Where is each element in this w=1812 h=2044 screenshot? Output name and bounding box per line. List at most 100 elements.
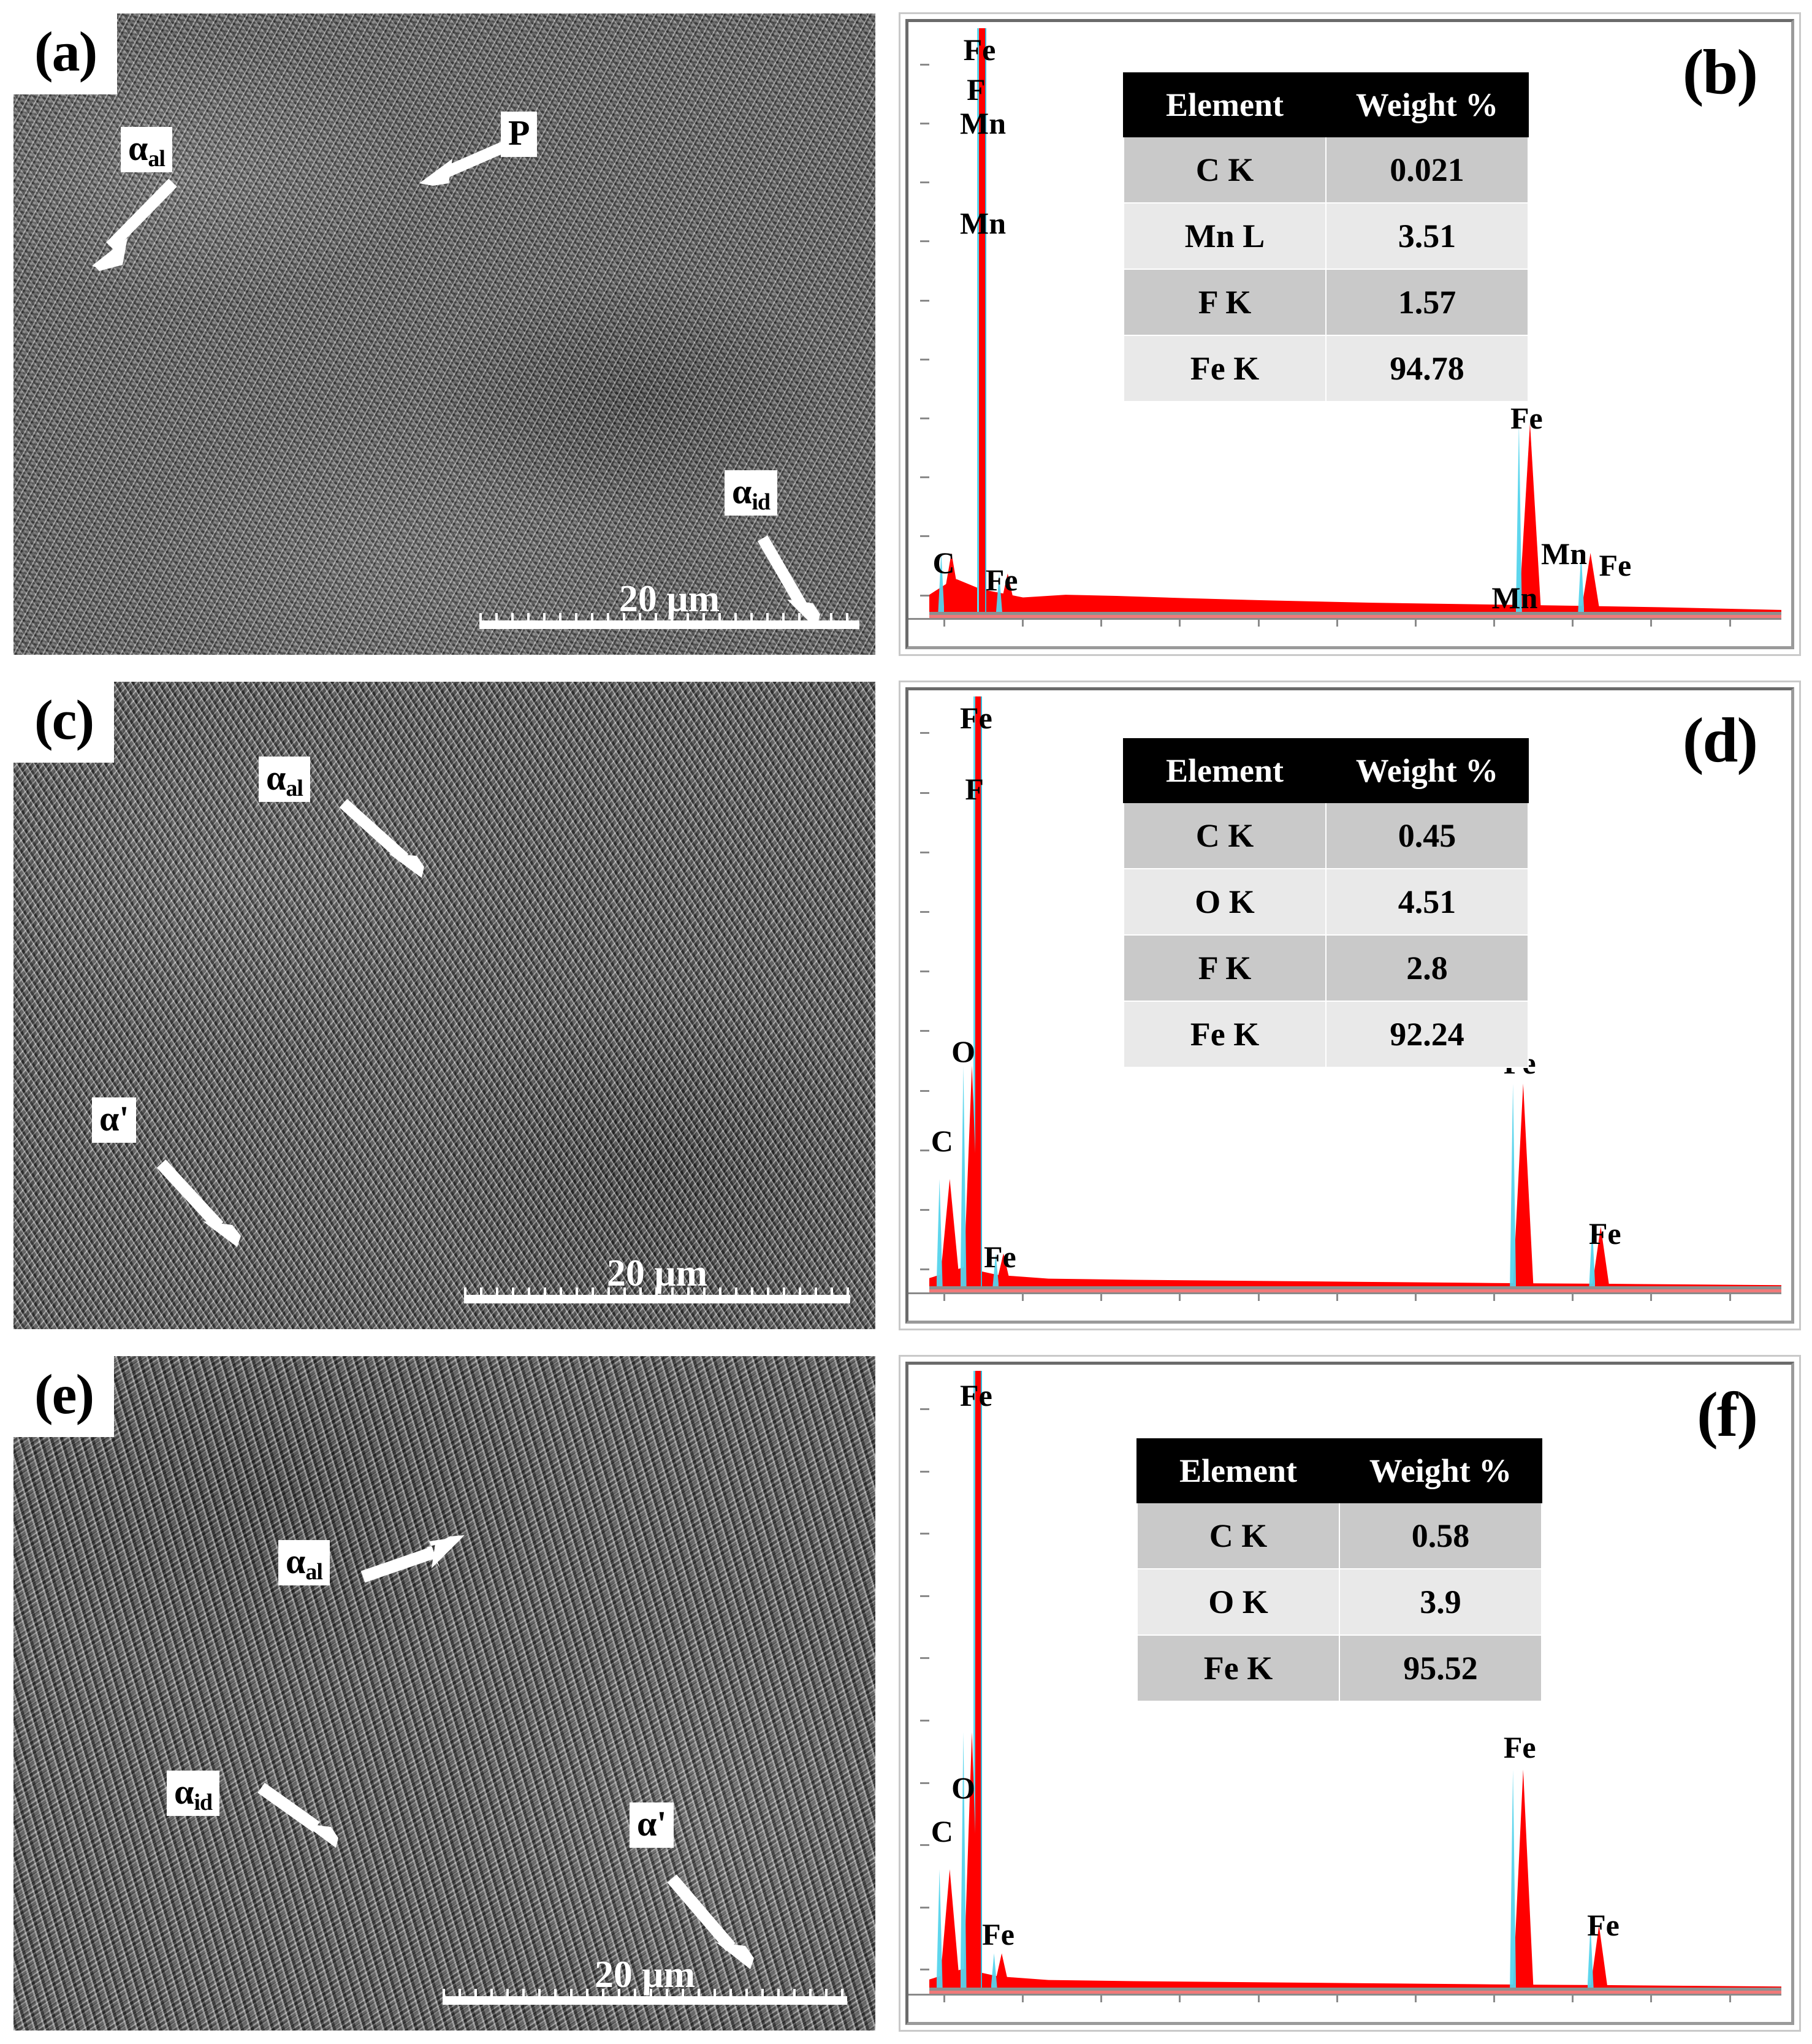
scale-bar-line bbox=[479, 613, 859, 629]
peak-c-f bbox=[940, 1869, 960, 1988]
micrograph-texture-c bbox=[13, 682, 875, 1329]
annotation-sub: id bbox=[752, 489, 771, 515]
cell-weight: 92.24 bbox=[1325, 1001, 1529, 1068]
scale-bar-c: 20 μm bbox=[464, 1254, 850, 1303]
table-row: F K 2.8 bbox=[1123, 934, 1529, 1002]
panel-d-cell: (d) Fe F bbox=[889, 668, 1812, 1343]
table-header-row: Element Weight % bbox=[1123, 72, 1529, 137]
annotation-alpha-id-a: αid bbox=[725, 470, 778, 516]
annotation-alpha-al-a: αal bbox=[121, 127, 172, 172]
peak-label-fe-3-b: Fe bbox=[1510, 400, 1543, 435]
micrograph-texture-e bbox=[13, 1356, 875, 2031]
panel-label-e: (e) bbox=[13, 1356, 115, 1437]
panel-b-cell: (b) Fe bbox=[889, 0, 1812, 668]
eds-frame-f: (f) Fe C bbox=[899, 1355, 1801, 2032]
baseline-d bbox=[929, 1286, 1781, 1292]
annotation-sub: id bbox=[194, 1790, 213, 1815]
peak-label-mn-2-b: Mn bbox=[960, 206, 1007, 241]
cell-weight: 1.57 bbox=[1325, 269, 1529, 336]
y-axis-ticks-b bbox=[908, 28, 929, 618]
scale-bar-e: 20 μm bbox=[443, 1956, 847, 2005]
col-header-element: Element bbox=[1123, 738, 1327, 803]
cell-weight: 3.51 bbox=[1325, 202, 1529, 270]
cell-element: Fe K bbox=[1123, 1001, 1327, 1068]
micrograph-texture-a bbox=[13, 13, 875, 655]
col-header-element: Element bbox=[1123, 72, 1327, 137]
annotation-base: α bbox=[174, 1772, 194, 1812]
peak-label-fe-1-f: Fe bbox=[960, 1378, 992, 1413]
col-header-weight: Weight % bbox=[1325, 738, 1529, 803]
table-header-row: Element Weight % bbox=[1136, 1438, 1542, 1503]
cell-element: O K bbox=[1136, 1568, 1340, 1636]
annotation-base: α' bbox=[637, 1804, 667, 1844]
panel-label-d: (d) bbox=[1682, 705, 1758, 776]
x-axis-ticks-f bbox=[908, 1994, 1781, 2012]
eds-plot-area-f: (f) Fe C bbox=[905, 1362, 1794, 2025]
table-header-row: Element Weight % bbox=[1123, 738, 1529, 803]
spectrum-b: Fe F Mn Mn C Fe Mn Fe Mn Fe bbox=[908, 28, 1781, 627]
panel-label-b: (b) bbox=[1682, 37, 1758, 107]
annotation-base: α bbox=[128, 128, 148, 168]
peak-o-d bbox=[964, 1066, 981, 1286]
x-axis-ticks-b bbox=[908, 618, 1781, 636]
table-row: Fe K 95.52 bbox=[1136, 1634, 1542, 1702]
cell-weight: 0.58 bbox=[1339, 1502, 1542, 1569]
scale-bar-a: 20 μm bbox=[479, 580, 859, 629]
composition-table-f: Element Weight % C K 0.58 O K 3.9 Fe K 95.5… bbox=[1136, 1438, 1542, 1702]
peak-c-d bbox=[940, 1179, 960, 1286]
table-row: C K 0.45 bbox=[1123, 802, 1529, 869]
x-axis-ticks-d bbox=[908, 1292, 1781, 1311]
cell-weight: 2.8 bbox=[1325, 934, 1529, 1002]
peak-label-o-d: O bbox=[951, 1034, 976, 1069]
annotation-alpha-al-c: αal bbox=[259, 757, 310, 802]
peak-fe-l-f bbox=[994, 1953, 1010, 1988]
annotation-sub: al bbox=[148, 146, 166, 172]
cell-element: F K bbox=[1123, 269, 1327, 336]
peak-label-fe-2-b: Fe bbox=[985, 563, 1018, 598]
peak-label-mn-3-b: Mn bbox=[1491, 581, 1538, 616]
cell-weight: 0.45 bbox=[1325, 802, 1529, 869]
peak-label-c-d: C bbox=[931, 1123, 953, 1158]
peak-label-mn-4-b: Mn bbox=[1541, 536, 1588, 571]
eds-frame-d: (d) Fe F bbox=[899, 681, 1801, 1330]
panel-a-cell: (a) αal P αid bbox=[0, 0, 889, 668]
panel-label-a: (a) bbox=[13, 13, 118, 94]
background-continuum-f bbox=[929, 1969, 1781, 1988]
cell-element: Mn L bbox=[1123, 202, 1327, 270]
cell-weight: 0.021 bbox=[1325, 136, 1529, 204]
table-row: O K 3.9 bbox=[1136, 1568, 1542, 1636]
peak-label-fe-4-f: Fe bbox=[1587, 1907, 1620, 1942]
peak-label-fe-1-d: Fe bbox=[960, 700, 992, 735]
col-header-weight: Weight % bbox=[1339, 1438, 1542, 1503]
peak-label-fe-3-f: Fe bbox=[1503, 1730, 1536, 1765]
eds-frame-b: (b) Fe bbox=[899, 12, 1801, 656]
arrow-alpha-al-c bbox=[339, 798, 424, 878]
cell-weight: 3.9 bbox=[1339, 1568, 1542, 1636]
scale-bar-label: 20 μm bbox=[606, 1253, 708, 1294]
col-header-weight: Weight % bbox=[1325, 72, 1529, 137]
table-row: Mn L 3.51 bbox=[1123, 202, 1529, 270]
annotation-base: α bbox=[286, 1541, 306, 1581]
cell-element: C K bbox=[1123, 802, 1327, 869]
cell-element: Fe K bbox=[1136, 1634, 1340, 1702]
peak-label-mn-1-b: Mn bbox=[960, 105, 1007, 140]
peak-fe-ka-f bbox=[1513, 1769, 1533, 1988]
scale-bar-line bbox=[443, 1989, 847, 2005]
annotation-base: α bbox=[732, 471, 752, 511]
table-row: O K 4.51 bbox=[1123, 868, 1529, 936]
composition-table-b: Element Weight % C K 0.021 Mn L 3.51 F K 1.… bbox=[1123, 72, 1529, 402]
table-row: Fe K 94.78 bbox=[1123, 335, 1529, 402]
annotation-base: α bbox=[266, 758, 286, 798]
arrow-alpha-al-a bbox=[92, 178, 177, 271]
eds-plot-area-b: (b) Fe bbox=[905, 19, 1794, 649]
annotation-alpha-prime-c: α' bbox=[92, 1097, 137, 1143]
annotation-sub: al bbox=[286, 776, 303, 801]
background-continuum-d bbox=[929, 1267, 1781, 1286]
annotation-alpha-prime-e: α' bbox=[630, 1802, 674, 1848]
cell-element: Fe K bbox=[1123, 335, 1327, 402]
annotation-alpha-id-e: αid bbox=[167, 1771, 220, 1816]
peak-label-f-d: F bbox=[965, 772, 984, 807]
peak-label-o-f: O bbox=[951, 1771, 976, 1806]
peak-label-f-b: F bbox=[967, 72, 986, 107]
